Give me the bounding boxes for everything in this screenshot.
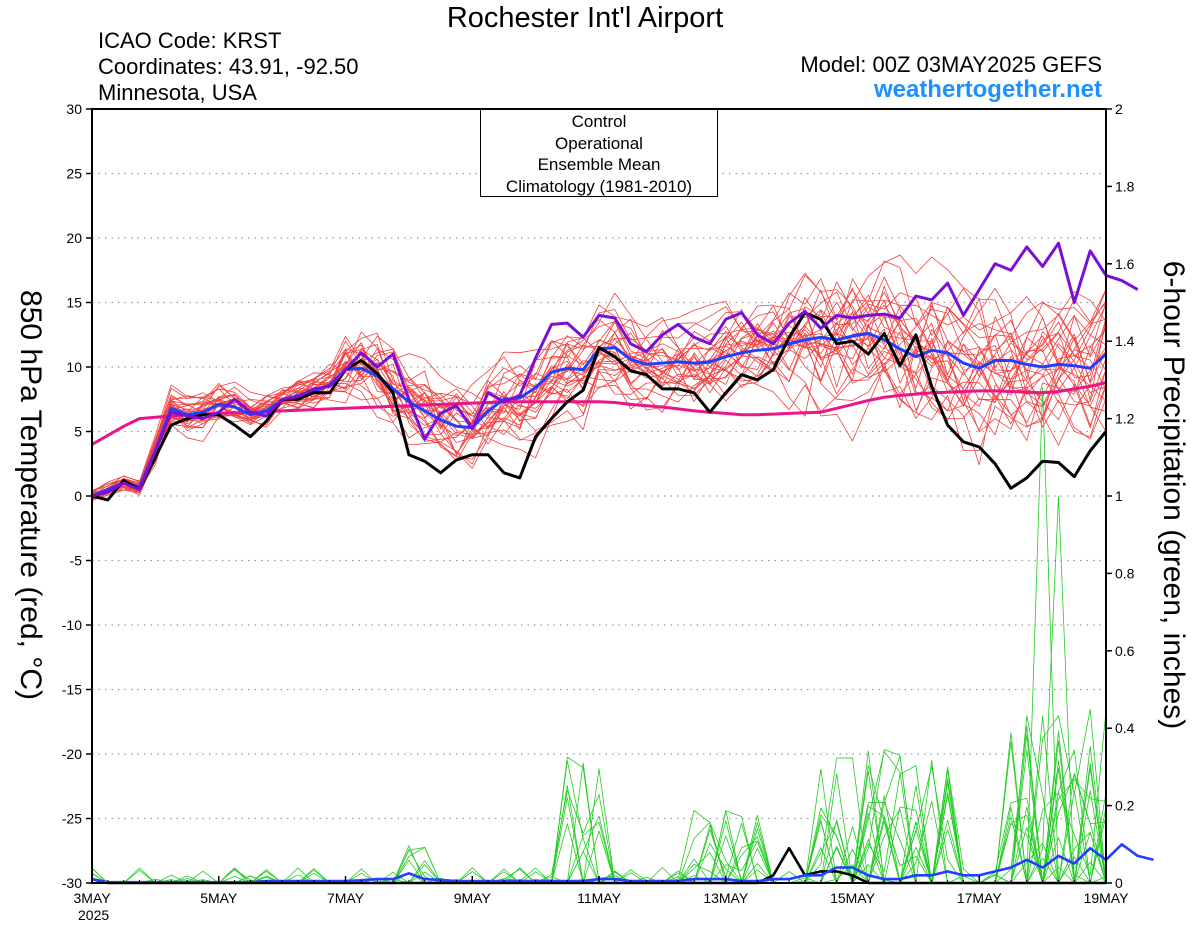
chart-title: Rochester Int'l Airport — [446, 2, 724, 34]
legend-item-operational: Operational — [555, 133, 643, 153]
y2-tick-label: 0.8 — [1115, 565, 1135, 581]
year-label: 2025 — [78, 907, 110, 923]
y-tick-label: 5 — [74, 424, 82, 440]
legend: Control Operational Ensemble Mean Climat… — [480, 109, 718, 197]
x-tick-label: 13MAY — [703, 890, 749, 906]
x-tick-label: 19MAY — [1084, 890, 1130, 906]
ensemble-member-temp-line — [91, 299, 1107, 497]
y-tick-label: -20 — [62, 746, 82, 762]
ensemble-member-temp-line — [91, 301, 1107, 496]
ensemble-member-precip-line — [91, 725, 1107, 884]
y-tick-label: 25 — [66, 166, 82, 182]
x-tick-label: 11MAY — [577, 890, 621, 906]
x-tick-label: 15MAY — [830, 890, 876, 906]
ensemble-member-temp-line — [91, 272, 1107, 499]
y-tick-label: -25 — [62, 811, 82, 827]
grid-lines — [92, 108, 1106, 884]
y-tick-label: 10 — [66, 359, 82, 375]
y-tick-label: 15 — [66, 295, 82, 311]
x-tick-label: 9MAY — [454, 890, 492, 906]
ensemble-member-temp-line — [91, 287, 1107, 492]
model-run: Model: 00Z 03MAY2025 GEFS — [800, 52, 1102, 77]
coordinates: Coordinates: 43.91, -92.50 — [98, 54, 359, 79]
location-state: Minnesota, USA — [98, 80, 257, 105]
legend-item-mean: Ensemble Mean — [537, 155, 661, 174]
ensemble-member-temp-line — [91, 281, 1107, 493]
axis-ticks — [86, 108, 1112, 884]
y-tick-label: 0 — [74, 488, 82, 504]
series-temp-operational — [91, 241, 1139, 498]
ensemble-members-precipitation — [91, 387, 1107, 884]
y-tick-label: -15 — [62, 682, 82, 698]
y2-tick-label: 1.4 — [1115, 333, 1135, 349]
ensemble-member-temp-line — [91, 254, 1107, 500]
ensemble-member-temp-line — [91, 278, 1107, 500]
series-temp-climatology — [91, 381, 1107, 446]
ensemble-member-precip-line — [92, 715, 1107, 884]
ensemble-member-temp-line — [91, 300, 1107, 499]
series-temp-control — [91, 311, 1108, 502]
icao-code: ICAO Code: KRST — [98, 28, 282, 53]
legend-item-control: Control — [571, 112, 627, 131]
ensemble-member-temp-line — [91, 301, 1107, 500]
y-tick-label: -10 — [62, 617, 82, 633]
ensemble-members-temperature — [91, 254, 1107, 502]
y2-tick-label: 0.6 — [1115, 643, 1135, 659]
y2-tick-label: 0.2 — [1115, 798, 1135, 814]
ensemble-member-precip-line — [92, 715, 1107, 884]
legend-item-climatology: Climatology (1981-2010) — [505, 176, 693, 196]
site-link[interactable]: weathertogether.net — [873, 76, 1102, 103]
y2-tick-label: 1 — [1115, 488, 1123, 504]
x-tick-label: 17MAY — [957, 890, 1003, 906]
y2-tick-label: 1.8 — [1115, 178, 1135, 194]
y2-tick-label: 0 — [1115, 875, 1123, 891]
y-tick-label: 20 — [66, 230, 82, 246]
axis-tick-labels: 302520151050-5-10-15-20-25-3021.81.61.41… — [62, 101, 1135, 906]
ensemble-member-temp-line — [91, 304, 1107, 495]
x-tick-label: 5MAY — [200, 890, 238, 906]
x-tick-label: 3MAY — [73, 890, 111, 906]
ensemble-member-temp-line — [91, 289, 1107, 499]
ensemble-member-temp-line — [91, 300, 1107, 500]
y-axis-label-precipitation: 6-hour Precipitation (green, inches) — [1157, 260, 1190, 730]
ensemble-member-precip-line — [92, 710, 1107, 884]
y2-tick-label: 1.6 — [1115, 256, 1135, 272]
series-precip-ensemble-mean — [91, 842, 1154, 884]
ensemble-member-temp-line — [91, 260, 1107, 498]
y-axis-label-temperature: 850 hPa Temperature (red, °C) — [14, 290, 47, 700]
y-tick-label: -5 — [70, 553, 83, 569]
ensemble-member-precip-line — [92, 769, 1107, 884]
y2-tick-label: 0.4 — [1115, 720, 1135, 736]
y2-tick-label: 2 — [1115, 101, 1123, 117]
y2-tick-label: 1.2 — [1115, 411, 1135, 427]
x-tick-label: 7MAY — [327, 890, 365, 906]
ensemble-member-temp-line — [91, 274, 1107, 494]
y-tick-label: -30 — [62, 875, 82, 891]
y-tick-label: 30 — [66, 101, 82, 117]
